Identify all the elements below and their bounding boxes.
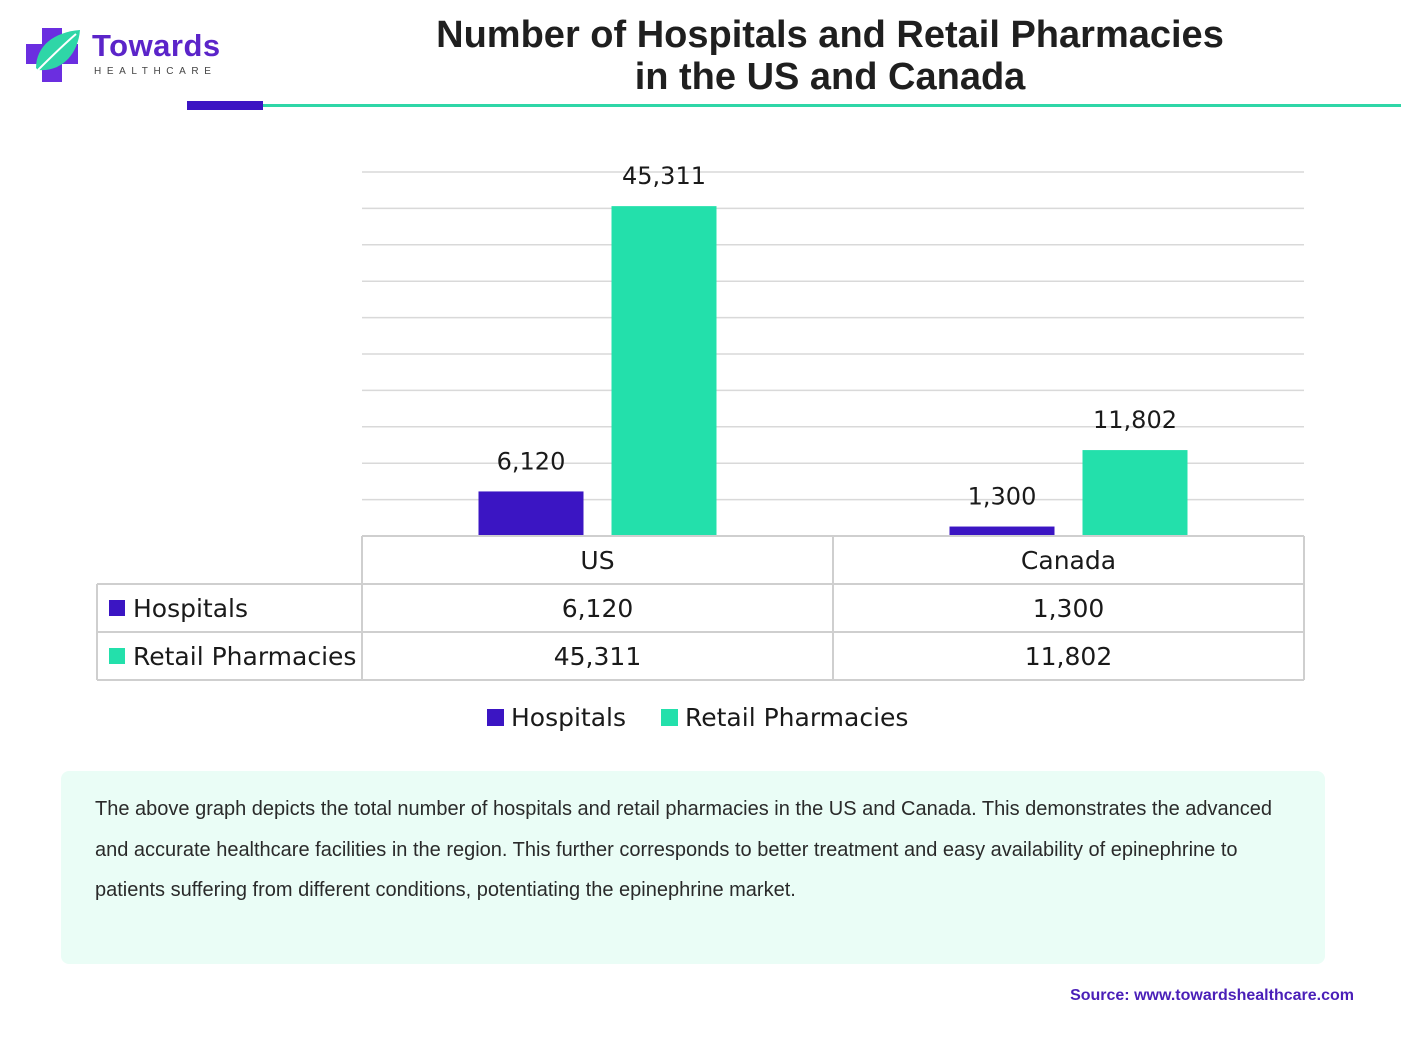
chart-title-line-2: in the US and Canada <box>634 56 1026 98</box>
data-label: 6,120 <box>497 447 566 475</box>
header-accent-rule <box>187 101 263 110</box>
brand-name: Towards <box>92 28 221 63</box>
source-citation: Source: www.towardshealthcare.com <box>1070 987 1354 1004</box>
bar-chart: 6,120 45,311 1,300 11,802 US Canada Hospitals 6… <box>96 162 1305 732</box>
brand-logo: Towards HEALTHCARE <box>22 24 232 88</box>
legend-swatch <box>487 709 504 726</box>
description-box: The above graph depicts the total number… <box>61 771 1325 964</box>
brand-tagline: HEALTHCARE <box>94 66 217 77</box>
legend-label: Hospitals <box>511 703 626 732</box>
legend-swatch <box>661 709 678 726</box>
medical-cross-leaf-icon <box>26 28 80 82</box>
bar <box>611 206 717 536</box>
data-label: 11,802 <box>1093 406 1177 434</box>
chart-title-line-1: Number of Hospitals and Retail Pharmacie… <box>436 14 1224 56</box>
data-label: 45,311 <box>622 162 706 190</box>
table-cell: 6,120 <box>562 594 634 623</box>
legend-swatch <box>109 648 125 664</box>
legend-swatch <box>109 600 125 616</box>
chart-title: Number of Hospitals and Retail Pharmacie… <box>360 14 1300 98</box>
category-label: Canada <box>1021 546 1116 575</box>
table-cell: 11,802 <box>1025 642 1112 671</box>
legend-label: Retail Pharmacies <box>685 703 908 732</box>
table-cell: 1,300 <box>1033 594 1105 623</box>
description-text: The above graph depicts the total number… <box>95 798 1273 901</box>
bar <box>1082 450 1188 536</box>
category-label: US <box>580 546 614 575</box>
table-row-label: Retail Pharmacies <box>133 642 356 671</box>
table-row-label: Hospitals <box>133 594 248 623</box>
bar <box>478 491 584 536</box>
bar <box>949 526 1055 536</box>
header-divider <box>263 104 1401 107</box>
table-cell: 45,311 <box>554 642 641 671</box>
data-label: 1,300 <box>968 483 1037 511</box>
